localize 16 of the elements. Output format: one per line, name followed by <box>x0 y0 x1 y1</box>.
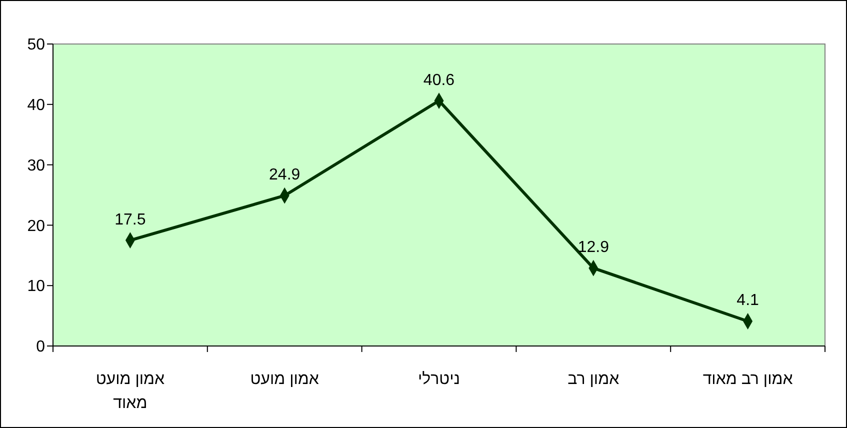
x-tick-label: אמון רב מאוד <box>702 371 793 388</box>
y-tick-label: 30 <box>27 157 46 174</box>
x-tick-label: אמון רב <box>568 371 620 388</box>
data-label: 17.5 <box>114 211 146 228</box>
data-label: 12.9 <box>578 239 610 256</box>
x-tick-label: אמון מועט מאוד <box>96 371 165 412</box>
y-tick-label: 20 <box>27 218 46 235</box>
data-label: 40.6 <box>423 72 455 89</box>
data-label: 4.1 <box>736 292 760 310</box>
x-tick-label: אמון מועט <box>250 371 319 388</box>
y-tick-label: 10 <box>27 278 46 296</box>
y-tick-label: 50 <box>27 36 46 54</box>
y-tick-label: 0 <box>36 338 46 356</box>
data-label: 24.9 <box>269 166 300 184</box>
y-tick-label: 40 <box>27 97 46 114</box>
x-tick-label: ניטרלי <box>418 370 460 388</box>
